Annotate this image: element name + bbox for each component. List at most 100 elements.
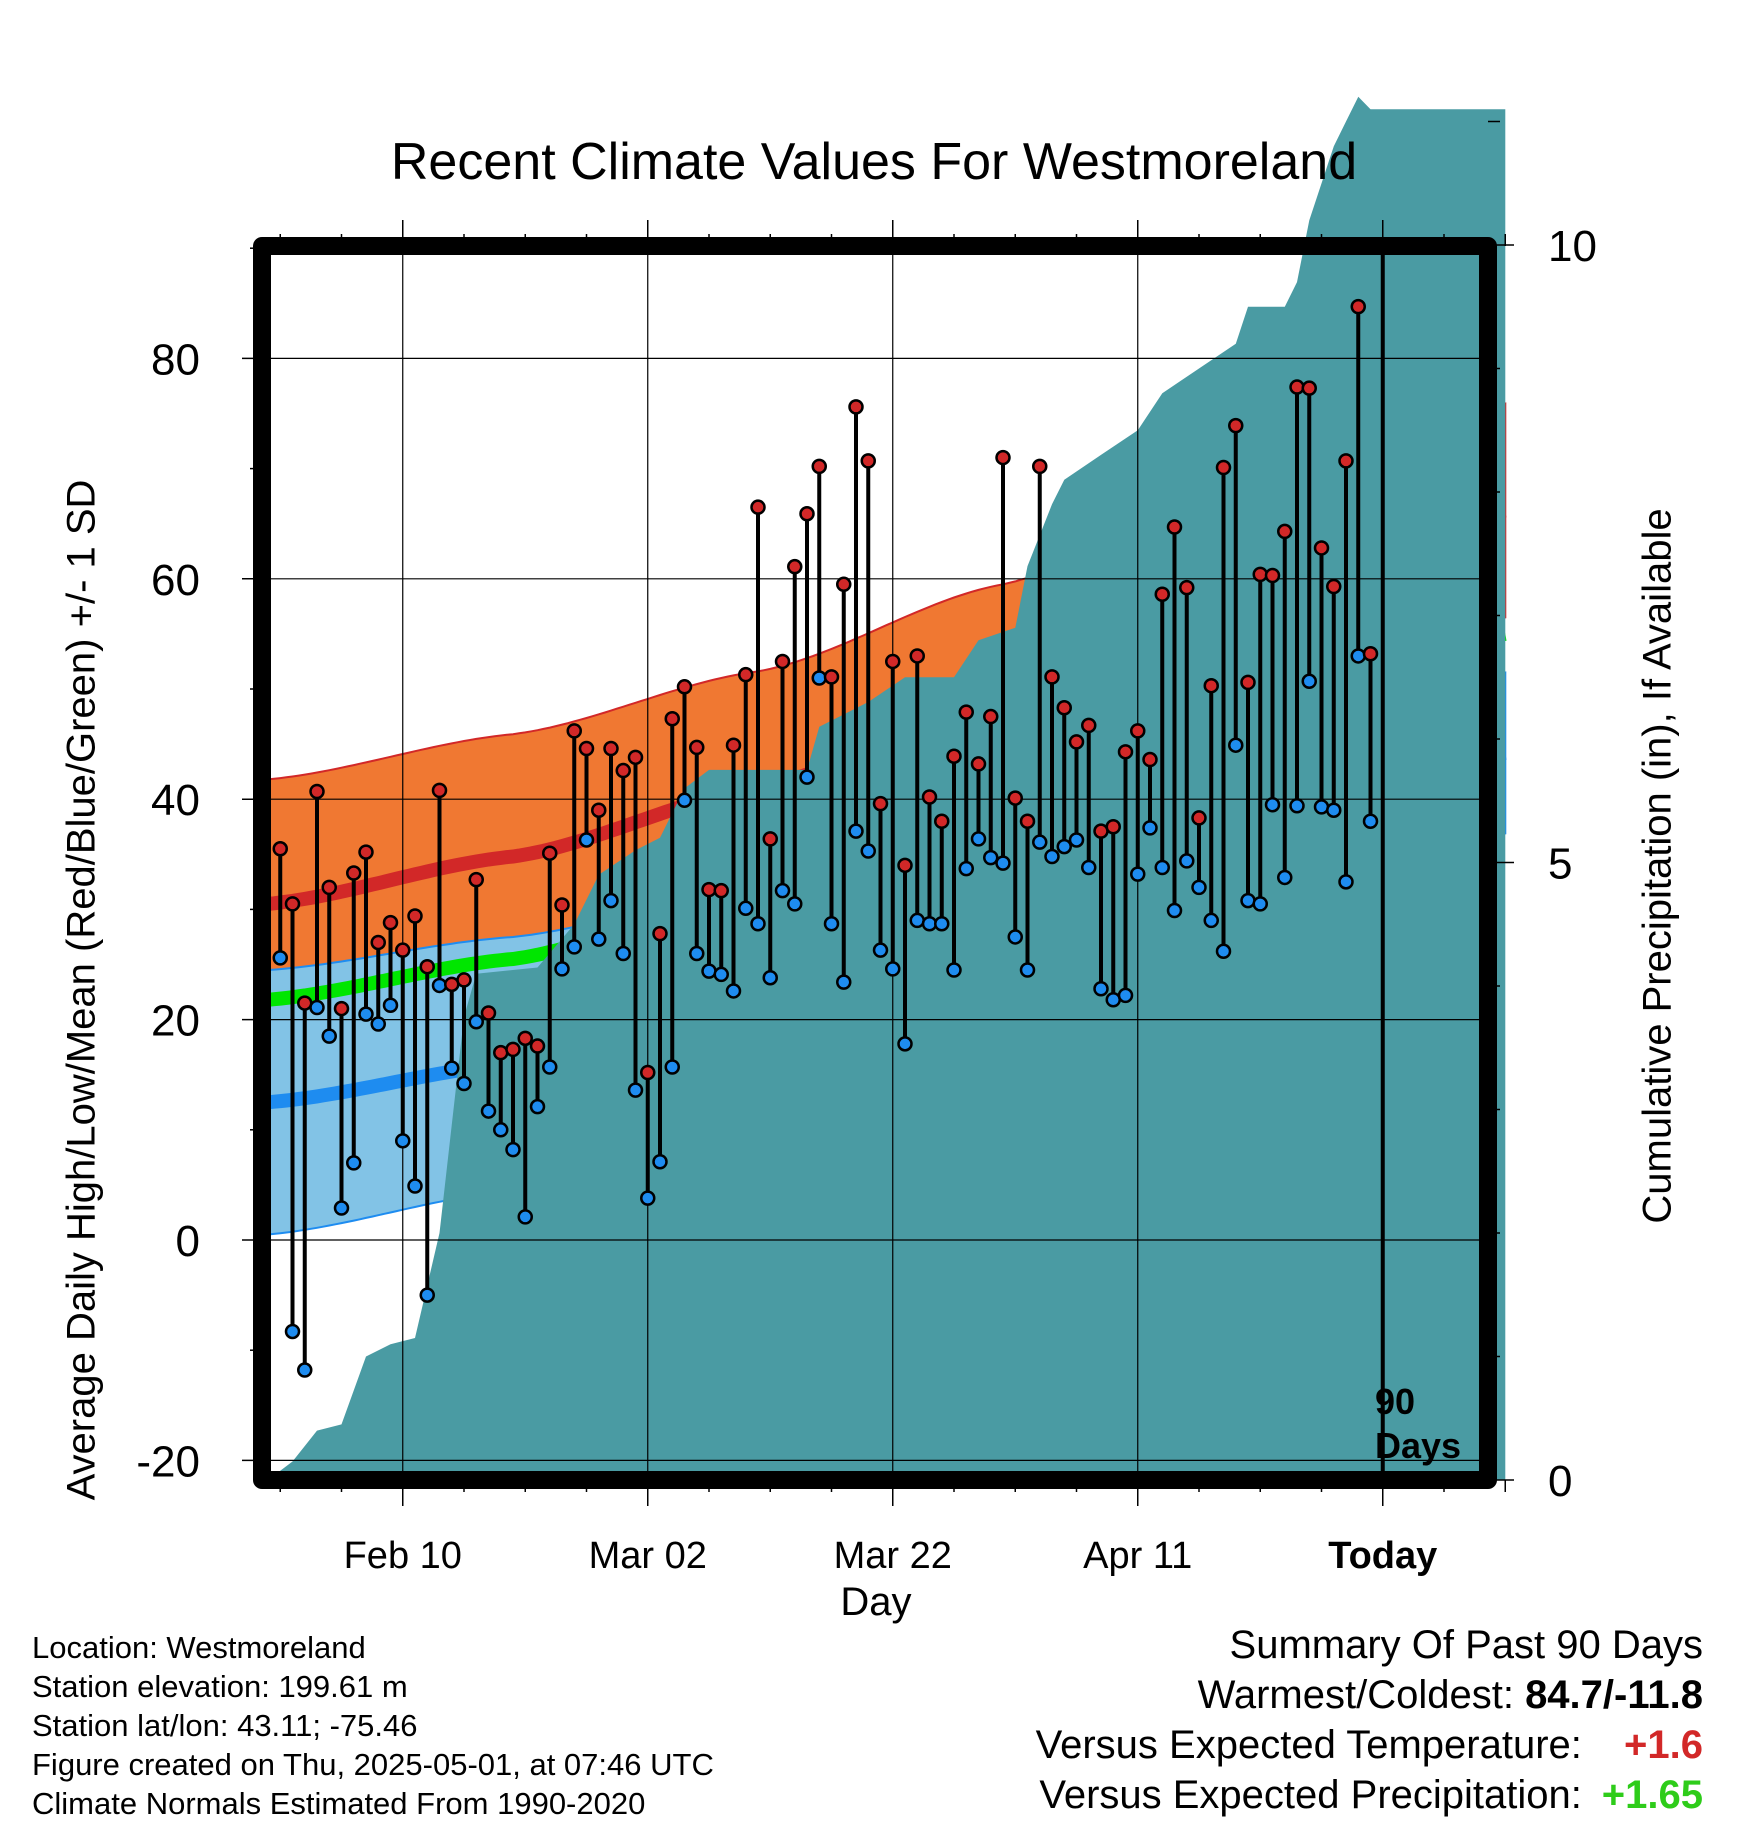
low-point: [909, 912, 925, 929]
high-point: [1191, 810, 1207, 826]
low-point: [1068, 832, 1085, 848]
low-point: [1350, 648, 1366, 664]
high-point: [284, 896, 301, 912]
low-point: [836, 974, 852, 990]
warm-cold-label: Warmest/Coldest:: [1197, 1673, 1514, 1717]
temp-value: +1.6: [1624, 1723, 1703, 1767]
high-point: [1032, 458, 1048, 475]
summary-panel: Summary Of Past 90 Days Warmest/Coldest:…: [1036, 1620, 1703, 1820]
high-point: [1081, 717, 1097, 734]
high-point: [885, 653, 901, 670]
high-point: [333, 1000, 350, 1017]
low-point: [395, 1133, 411, 1149]
y-tick-label: 80: [151, 335, 200, 384]
low-point: [676, 792, 693, 809]
low-point: [1191, 879, 1207, 896]
low-point: [1313, 799, 1330, 815]
low-point: [517, 1209, 533, 1225]
low-point: [640, 1190, 656, 1206]
low-point: [738, 900, 754, 917]
high-point: [370, 934, 386, 951]
low-point: [603, 892, 619, 909]
high-point: [652, 925, 668, 942]
high-point: [1338, 453, 1354, 469]
high-point: [1326, 578, 1342, 595]
low-point: [664, 1059, 680, 1075]
high-point: [983, 708, 999, 725]
high-point: [774, 653, 791, 670]
low-point: [333, 1200, 350, 1216]
low-point: [689, 945, 705, 962]
high-point: [1228, 417, 1244, 434]
low-point: [627, 1082, 644, 1098]
low-point: [566, 939, 582, 955]
station-info: Location: Westmoreland Station elevation…: [32, 1628, 714, 1823]
low-point: [1362, 813, 1379, 829]
low-point: [1081, 859, 1097, 876]
high-point: [946, 748, 962, 764]
high-point: [787, 558, 803, 575]
high-point: [1044, 669, 1060, 685]
low-point: [1117, 987, 1134, 1004]
high-point: [578, 740, 595, 757]
low-point: [774, 882, 791, 899]
low-point: [370, 1016, 386, 1032]
high-point: [640, 1064, 656, 1081]
info-latlon: Station lat/lon: 43.11; -75.46: [32, 1708, 418, 1743]
high-point: [701, 881, 717, 898]
low-point: [1215, 943, 1232, 960]
high-point: [480, 1005, 497, 1021]
low-point: [1289, 798, 1305, 814]
low-point: [725, 983, 742, 999]
low-point: [1032, 834, 1048, 850]
high-point: [713, 882, 729, 899]
high-point: [468, 871, 484, 888]
high-point: [517, 1030, 533, 1047]
high-point: [615, 762, 631, 779]
high-point: [909, 648, 925, 664]
low-point: [701, 963, 717, 979]
y-axis-label: Average Daily High/Low/Mean (Red/Blue/Gr…: [59, 479, 104, 1501]
info-created: Figure created on Thu, 2025-05-01, at 07…: [32, 1747, 714, 1782]
low-point: [823, 915, 840, 932]
low-point: [591, 931, 607, 947]
low-point: [1179, 853, 1195, 869]
warm-cold-value: 84.7/-11.8: [1525, 1673, 1703, 1717]
high-point: [1019, 813, 1036, 829]
high-point: [860, 453, 876, 469]
low-point: [358, 1006, 374, 1022]
high-point: [627, 749, 644, 766]
high-point: [1264, 567, 1281, 584]
low-point: [1252, 896, 1268, 912]
high-point: [419, 958, 435, 975]
high-point: [958, 704, 974, 720]
high-point: [689, 739, 705, 756]
low-point: [860, 843, 876, 859]
low-point: [382, 997, 399, 1014]
high-point: [529, 1038, 546, 1054]
high-point: [1277, 523, 1293, 540]
high-point: [272, 841, 288, 857]
low-point: [272, 950, 288, 966]
high-point: [395, 942, 411, 958]
low-point: [309, 999, 325, 1016]
low-point: [321, 1028, 337, 1044]
low-point: [958, 860, 974, 877]
high-point: [934, 813, 950, 829]
low-point: [946, 962, 962, 978]
low-point: [1264, 796, 1281, 813]
high-point: [456, 972, 472, 988]
x-tick-label: Apr 11: [1083, 1535, 1192, 1577]
low-point: [468, 1014, 484, 1030]
high-point: [382, 914, 399, 931]
high-point: [1203, 677, 1219, 694]
info-elevation: Station elevation: 199.61 m: [32, 1669, 408, 1704]
info-normals: Climate Normals Estimated From 1990-2020: [32, 1786, 646, 1821]
high-point: [591, 802, 607, 818]
low-point: [1338, 874, 1354, 890]
high-point: [358, 844, 374, 860]
high-point: [836, 576, 852, 593]
y2-tick-label: 5: [1548, 840, 1572, 889]
high-point: [1105, 819, 1121, 835]
